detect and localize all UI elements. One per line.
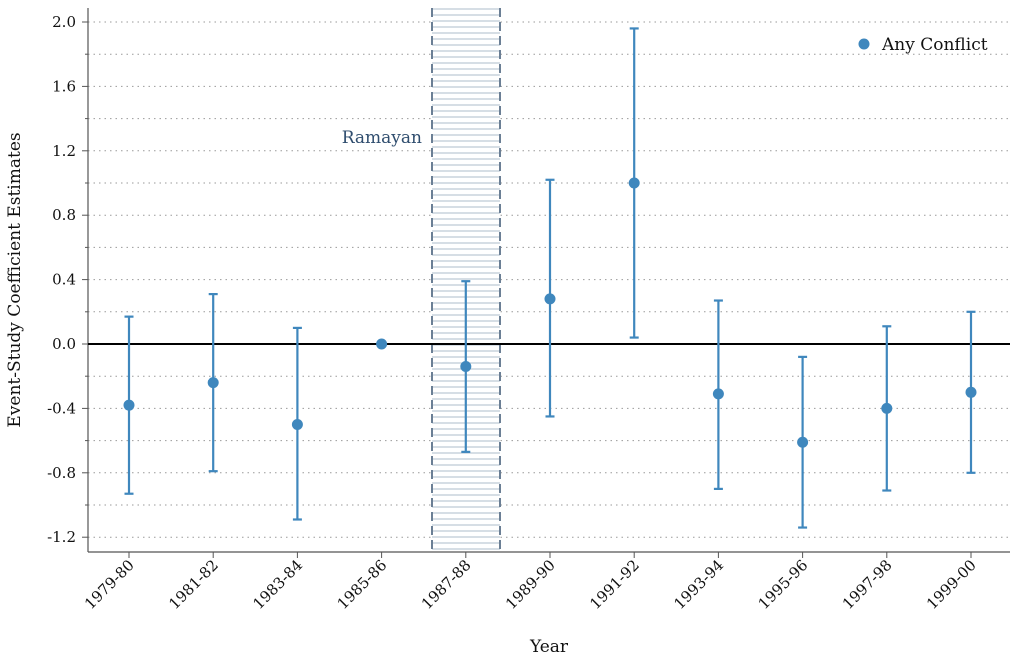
x-axis-title: Year: [529, 637, 569, 657]
y-tick-label: 2.0: [52, 13, 76, 31]
y-axis-title: Event-Study Coefficient Estimates: [5, 132, 25, 427]
data-point: [544, 293, 556, 305]
y-tick-label: 1.6: [52, 77, 76, 95]
data-point: [628, 177, 640, 189]
x-tick-label: 1987-88: [418, 556, 475, 613]
y-tick-label: -0.4: [47, 399, 76, 417]
x-tick-label: 1979-80: [81, 556, 138, 613]
legend-label: Any Conflict: [881, 35, 988, 55]
x-tick-label: 1981-82: [165, 556, 222, 613]
x-tick-label: 1999-00: [923, 556, 980, 613]
y-tick-label: 1.2: [52, 142, 76, 160]
y-tick-label: -0.8: [47, 464, 76, 482]
data-points: [123, 27, 977, 529]
x-tick-label: 1993-94: [670, 556, 727, 613]
data-point: [123, 399, 135, 411]
x-tick-label: 1983-84: [249, 556, 306, 613]
x-tick-label: 1995-96: [755, 556, 812, 613]
ramayan-shading: [432, 8, 500, 552]
y-tick-label: 0.4: [52, 271, 76, 289]
x-tick-label: 1989-90: [502, 556, 559, 613]
axes: [82, 8, 1010, 558]
data-point: [965, 386, 977, 398]
data-point: [207, 377, 219, 389]
x-tick-label: 1985-86: [334, 556, 391, 613]
data-point: [797, 436, 809, 448]
data-point: [881, 402, 893, 414]
data-point: [460, 361, 472, 373]
y-tick-label: 0.0: [52, 335, 76, 353]
data-point: [291, 419, 303, 430]
data-point: [376, 338, 388, 350]
legend-marker: [858, 38, 870, 50]
y-tick-label: 0.8: [52, 206, 76, 224]
data-point: [712, 388, 724, 400]
y-tick-label: -1.2: [47, 528, 76, 546]
x-tick-label: 1997-98: [839, 556, 896, 613]
ramayan-annotation: Ramayan: [342, 128, 422, 148]
x-tick-label: 1991-92: [586, 556, 643, 613]
ramayan-band: [431, 8, 501, 552]
